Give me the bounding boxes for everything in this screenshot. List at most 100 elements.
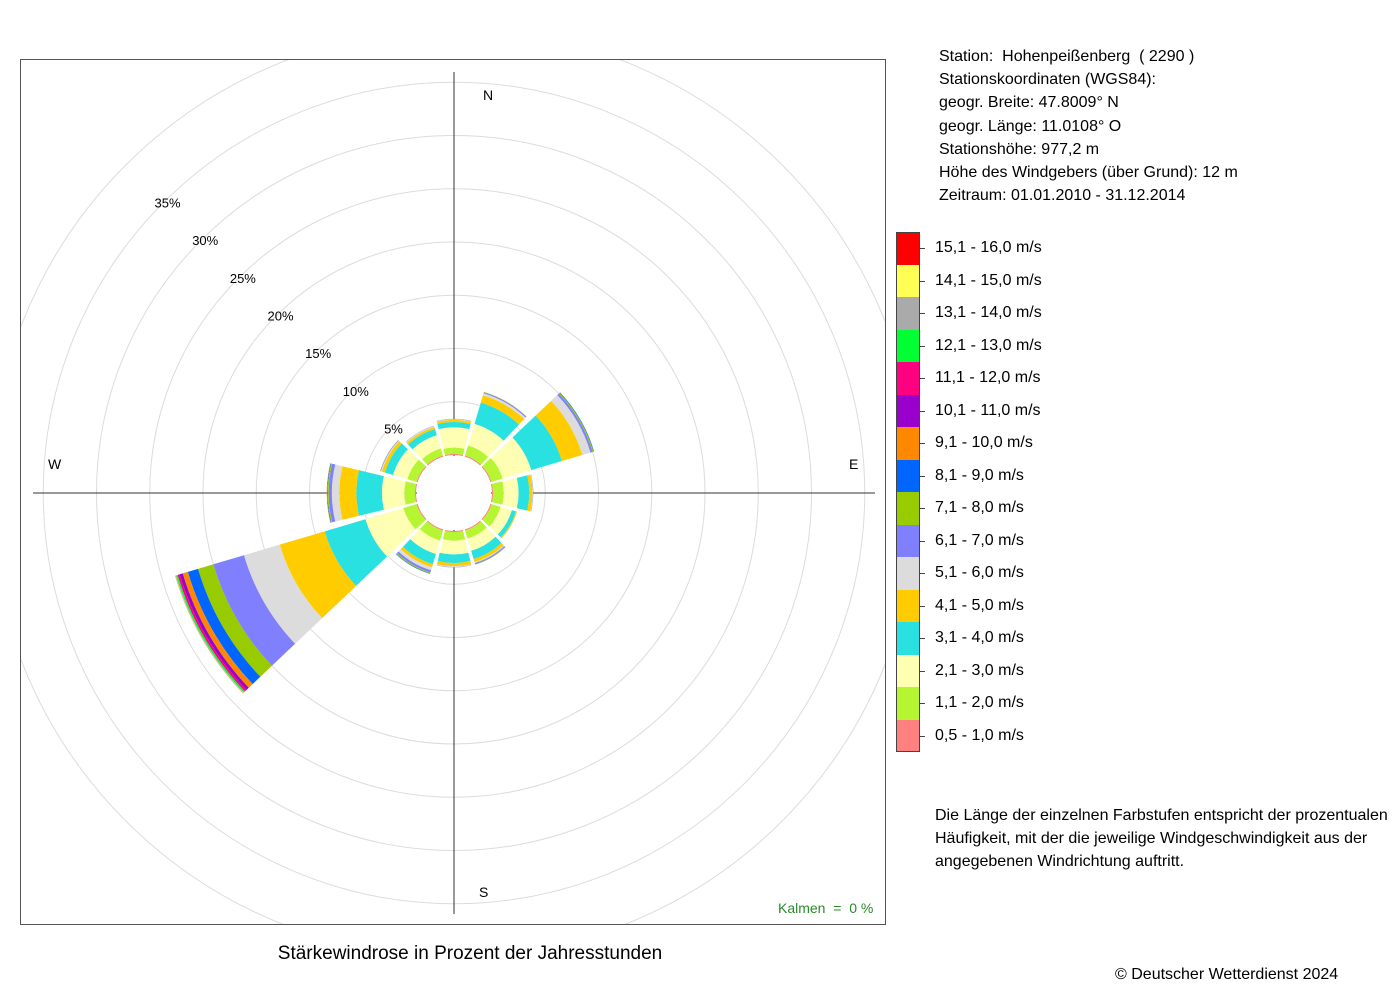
- compass-label-n: N: [483, 87, 493, 103]
- legend-label: 0,5 - 1,0 m/s: [935, 726, 1024, 744]
- radial-tick-label: 25%: [230, 271, 256, 286]
- legend-swatch: [896, 719, 920, 752]
- legend-label: 7,1 - 8,0 m/s: [935, 499, 1024, 516]
- sector-30-deg: [464, 391, 527, 466]
- radial-tick-labels: 5% 10% 15% 20% 25% 30% 35%: [155, 196, 404, 437]
- legend-item: 5,1 - 6,0 m/s: [896, 557, 1296, 590]
- legend-item: 11,1 - 12,0 m/s: [896, 362, 1296, 395]
- wind-sectors: [175, 391, 595, 694]
- sector-segment: [480, 395, 525, 425]
- sector-segment: [436, 419, 472, 424]
- legend-tick: [920, 443, 925, 444]
- compass-label-e: E: [849, 456, 858, 472]
- compass-label-w: W: [48, 456, 62, 472]
- legend-item: 6,1 - 7,0 m/s: [896, 524, 1296, 557]
- calms-label: Kalmen = 0 %: [778, 900, 874, 916]
- sector-segment: [464, 520, 481, 531]
- legend-tick: [920, 508, 925, 509]
- radial-tick-label: 35%: [155, 196, 181, 211]
- legend-item: 4,1 - 5,0 m/s: [896, 589, 1296, 622]
- sector-segment: [482, 504, 501, 527]
- legend-swatch: [896, 297, 920, 330]
- station-latitude: geogr. Breite: 47.8009° N: [939, 94, 1119, 112]
- sector-0-deg: [436, 418, 472, 457]
- sector-segment: [416, 503, 427, 520]
- sector-segment: [398, 549, 433, 571]
- radial-tick-label: 30%: [192, 233, 218, 248]
- legend-item: 1,1 - 2,0 m/s: [896, 687, 1296, 720]
- station-coords-heading: Stationskoordinaten (WGS84):: [939, 71, 1156, 89]
- sector-segment: [213, 555, 296, 666]
- sector-segment: [471, 536, 502, 560]
- sector-330-deg: [405, 425, 444, 466]
- sector-segment: [444, 453, 464, 457]
- radial-tick-label: 5%: [384, 421, 403, 436]
- sector-segment: [530, 474, 534, 512]
- sector-segment: [436, 419, 472, 422]
- sector-segment: [403, 504, 426, 530]
- legend-swatch: [896, 687, 920, 720]
- sector-segment: [535, 400, 583, 462]
- legend-swatch: [896, 329, 920, 362]
- sector-segment: [436, 418, 472, 422]
- sector-segment: [516, 475, 530, 511]
- sector-segment: [412, 435, 441, 460]
- legend-item: 3,1 - 4,0 m/s: [896, 622, 1296, 655]
- legend-swatch: [896, 557, 920, 590]
- legend-label: 2,1 - 3,0 m/s: [935, 661, 1024, 679]
- legend-item: 15,1 - 16,0 m/s: [896, 232, 1296, 265]
- legend-tick: [920, 345, 925, 347]
- legend-tick: [920, 475, 925, 477]
- sector-segment: [396, 553, 431, 574]
- sector-segment: [198, 564, 272, 677]
- sector-segment: [339, 466, 360, 520]
- sector-segment: [481, 466, 492, 483]
- sector-segment: [393, 449, 419, 480]
- sector-segment: [474, 546, 506, 565]
- sector-segment: [500, 511, 517, 539]
- sector-segment: [491, 481, 504, 505]
- legend-swatch: [896, 362, 920, 395]
- legend-swatch: [896, 654, 920, 687]
- sector-segment: [406, 426, 436, 445]
- legend-swatch: [896, 264, 920, 297]
- legend-label: 9,1 - 10,0 m/s: [935, 434, 1033, 451]
- sector-segment: [474, 545, 505, 564]
- sector-240-deg: [175, 503, 427, 694]
- sector-segment: [402, 539, 436, 565]
- sector-segment: [416, 466, 427, 483]
- legend-label: 1,1 - 2,0 m/s: [935, 694, 1024, 711]
- sector-120-deg: [481, 503, 518, 539]
- sector-segment: [397, 551, 432, 573]
- legend-label: 5,1 - 6,0 m/s: [935, 564, 1024, 581]
- sector-segment: [380, 440, 400, 472]
- radial-tick-label: 15%: [305, 346, 331, 361]
- legend-tick: [920, 248, 925, 249]
- legend-label: 3,1 - 4,0 m/s: [935, 629, 1024, 646]
- chart-title: Stärkewindrose in Prozent der Jahresstun…: [277, 943, 663, 964]
- wind-rose-chart: 5% 10% 15% 20% 25% 30% 35% N E S W: [21, 60, 885, 924]
- sector-segment: [497, 510, 516, 538]
- sector-210-deg: [395, 520, 444, 574]
- radial-tick-label: 20%: [268, 309, 294, 324]
- sector-segment: [331, 464, 343, 522]
- sector-segment: [279, 531, 357, 619]
- sector-segment: [436, 561, 472, 567]
- legend-item: 7,1 - 8,0 m/s: [896, 492, 1296, 525]
- sector-segment: [365, 508, 416, 557]
- legend-item: 13,1 - 14,0 m/s: [896, 297, 1296, 330]
- sector-segment: [465, 521, 487, 539]
- legend-swatch: [896, 427, 920, 460]
- sector-segment: [405, 425, 435, 444]
- sector-segment: [464, 455, 481, 466]
- sector-segment: [481, 503, 492, 520]
- sector-180-deg: [436, 529, 472, 568]
- legend-item: 14,1 - 15,0 m/s: [896, 264, 1296, 297]
- sector-segment: [502, 477, 519, 509]
- sector-segment: [474, 402, 520, 441]
- sector-segment: [324, 519, 388, 586]
- time-period: Zeitraum: 01.01.2010 - 31.12.2014: [939, 187, 1186, 205]
- sector-segment: [356, 470, 384, 516]
- legend-tick: [920, 410, 925, 412]
- legend-tick: [920, 605, 925, 607]
